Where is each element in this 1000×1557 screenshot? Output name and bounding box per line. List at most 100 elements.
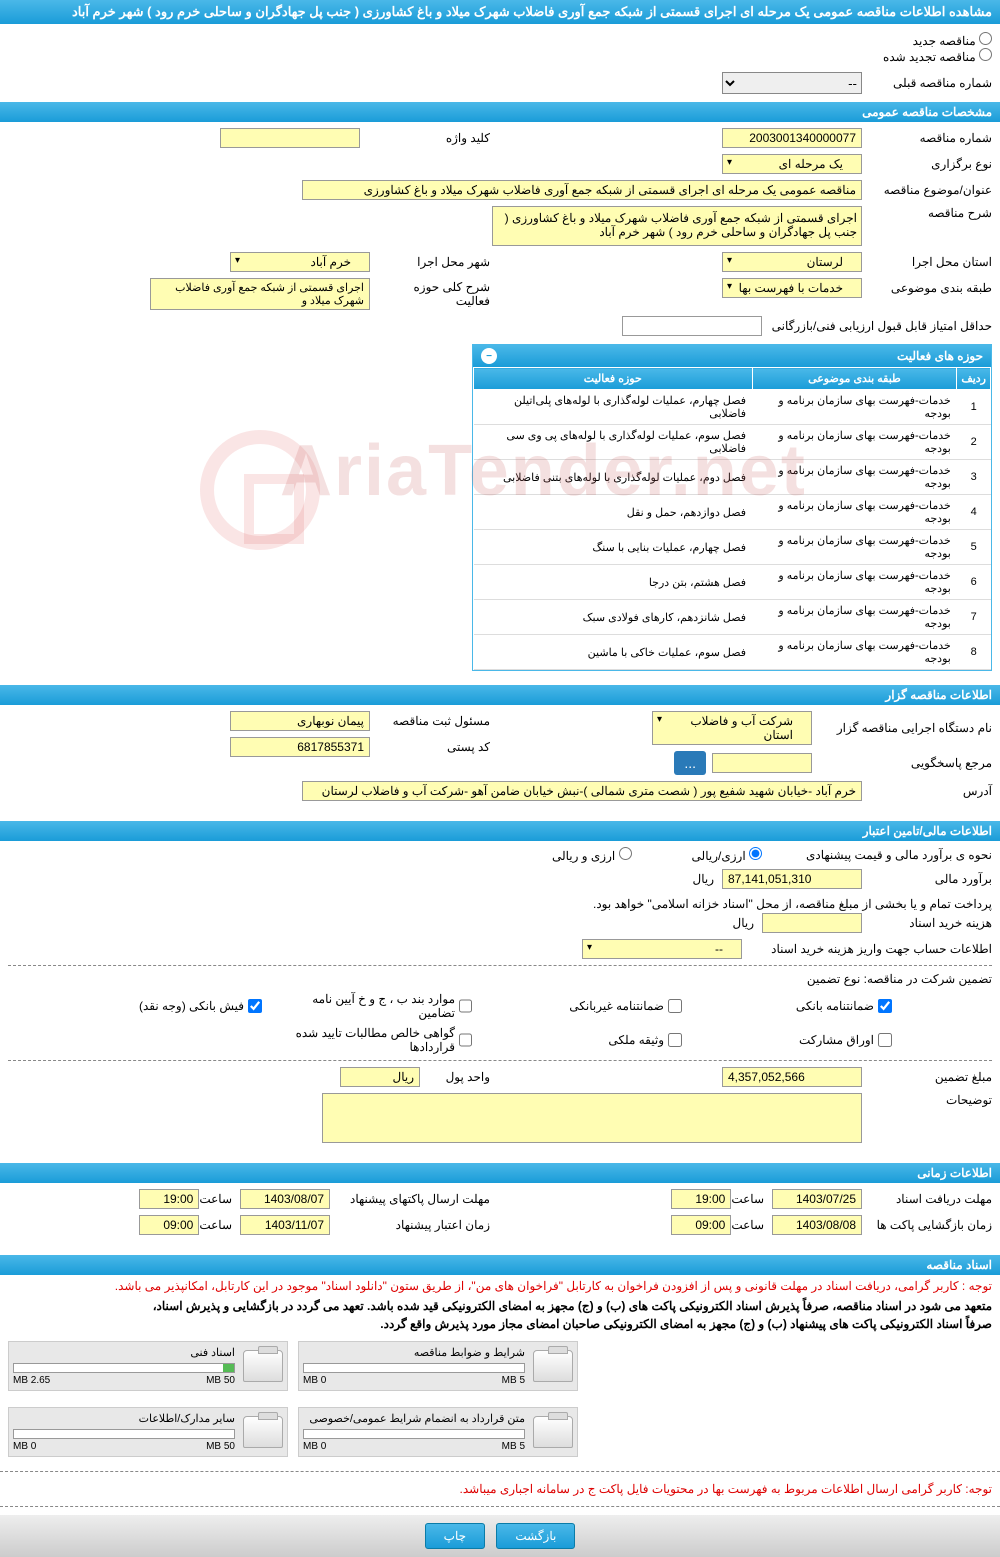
buycost-field[interactable]: [762, 913, 862, 933]
open-label: زمان بازگشایی پاکت ها: [862, 1218, 992, 1232]
file-title: شرایط و ضوابط مناقصه: [303, 1346, 525, 1359]
section-timing: اطلاعات زمانی: [0, 1163, 1000, 1183]
section-general: مشخصات مناقصه عمومی: [0, 102, 1000, 122]
city-label: شهر محل اجرا: [370, 255, 490, 269]
radio-forex[interactable]: ارزی و ریالی: [552, 847, 632, 863]
amount-field: 4,357,052,566: [722, 1067, 862, 1087]
province-label: استان محل اجرا: [862, 255, 992, 269]
action-bar: بازگشت چاپ: [0, 1515, 1000, 1557]
table-row: 6خدمات-فهرست بهای سازمان برنامه و بودجهف…: [474, 565, 991, 600]
receive-time: 19:00: [671, 1189, 731, 1209]
tender-status-radios: مناقصه جدید مناقصه تجدید شده: [0, 24, 1000, 72]
file-box[interactable]: اسناد فنی50 MB2.65 MB: [8, 1341, 288, 1391]
docs-note3: توجه: کاربر گرامی ارسال اطلاعات مربوط به…: [0, 1478, 1000, 1500]
dept-select[interactable]: شرکت آب و فاضلاب استان: [652, 711, 812, 745]
table-row: 3خدمات-فهرست بهای سازمان برنامه و بودجهف…: [474, 460, 991, 495]
section-financial: اطلاعات مالی/تامین اعتبار: [0, 821, 1000, 841]
scope-field: اجرای قسمتی از شبکه جمع آوری فاضلاب شهرک…: [150, 278, 370, 310]
table-row: 8خدمات-فهرست بهای سازمان برنامه و بودجهف…: [474, 635, 991, 670]
payment-note: پرداخت تمام و یا بخشی از مبلغ مناقصه، از…: [8, 895, 992, 913]
minscore-label: حداقل امتیاز قابل قبول ارزیابی فنی/بازرگ…: [762, 319, 992, 333]
addr-label: آدرس: [862, 784, 992, 798]
class-label: طبقه بندی موضوعی: [862, 281, 992, 295]
send-label: مهلت ارسال پاکتهای پیشنهاد: [330, 1192, 490, 1206]
chk-letter[interactable]: موارد بند ب ، ج و خ آیین نامه تضامین: [292, 992, 472, 1020]
chk-receipt[interactable]: فیش بانکی (وجه نقد): [82, 992, 262, 1020]
remarks-label: توضیحات: [862, 1093, 992, 1107]
table-row: 5خدمات-فهرست بهای سازمان برنامه و بودجهف…: [474, 530, 991, 565]
activity-title: حوزه های فعالیت: [897, 349, 983, 363]
minscore-field[interactable]: [622, 316, 762, 336]
col-scope: حوزه فعالیت: [474, 368, 753, 390]
desc-field: اجرای قسمتی از شبکه جمع آوری فاضلاب شهرک…: [492, 206, 862, 246]
resp-label: مسئول ثبت مناقصه: [370, 714, 490, 728]
province-select[interactable]: لرستان: [722, 252, 862, 272]
validity-time: 09:00: [139, 1215, 199, 1235]
col-row: ردیف: [957, 368, 991, 390]
chk-nonbank[interactable]: ضمانتنامه غیربانکی: [502, 992, 682, 1020]
file-box[interactable]: شرایط و ضوابط مناقصه5 MB0 MB: [298, 1341, 578, 1391]
unit-field: ریال: [340, 1067, 420, 1087]
validity-label: زمان اعتبار پیشنهاد: [330, 1218, 490, 1232]
folder-icon: [243, 1350, 283, 1382]
folder-icon: [533, 1416, 573, 1448]
guarantee-checks: ضمانتنامه بانکی ضمانتنامه غیربانکی موارد…: [8, 992, 992, 1054]
keyword-label: کلید واژه: [360, 131, 490, 145]
radio-new[interactable]: مناقصه جدید: [913, 34, 992, 48]
folder-icon: [243, 1416, 283, 1448]
deposit-select[interactable]: --: [582, 939, 742, 959]
chk-bank[interactable]: ضمانتنامه بانکی: [712, 992, 892, 1020]
section-docs: اسناد مناقصه: [0, 1255, 1000, 1275]
currency-label2: ریال: [732, 916, 754, 930]
folder-icon: [533, 1350, 573, 1382]
type-label: نوع برگزاری: [862, 157, 992, 171]
page-title: مشاهده اطلاعات مناقصه عمومی یک مرحله ای …: [0, 0, 1000, 24]
radio-rial[interactable]: ارزی/ریالی: [692, 847, 762, 863]
type-select[interactable]: یک مرحله ای: [722, 154, 862, 174]
file-title: متن قرارداد به انضمام شرایط عمومی/خصوصی: [303, 1412, 525, 1425]
table-row: 7خدمات-فهرست بهای سازمان برنامه و بودجهف…: [474, 600, 991, 635]
addr-field: خرم آباد -خیابان شهید شفیع پور ( شصت متر…: [302, 781, 862, 801]
table-row: 1خدمات-فهرست بهای سازمان برنامه و بودجهف…: [474, 390, 991, 425]
col-class: طبقه بندی موضوعی: [752, 368, 957, 390]
prev-tender-select[interactable]: --: [722, 72, 862, 94]
buycost-label: هزینه خرید اسناد: [862, 916, 992, 930]
deposit-label: اطلاعات حساب جهت واریز هزینه خرید اسناد: [742, 942, 992, 956]
radio-renewed[interactable]: مناقصه تجدید شده: [883, 50, 992, 64]
tender-no: 2003001340000077: [722, 128, 862, 148]
file-box[interactable]: سایر مدارک/اطلاعات50 MB0 MB: [8, 1407, 288, 1457]
chk-bonds[interactable]: اوراق مشارکت: [712, 1026, 892, 1054]
class-select[interactable]: خدمات با فهرست بها: [722, 278, 862, 298]
keyword-field[interactable]: [220, 128, 360, 148]
chk-property[interactable]: وثیقه ملکی: [502, 1026, 682, 1054]
table-row: 4خدمات-فهرست بهای سازمان برنامه و بودجهف…: [474, 495, 991, 530]
open-time: 09:00: [671, 1215, 731, 1235]
city-select[interactable]: خرم آباد: [230, 252, 370, 272]
docs-note1: توجه : کاربر گرامی، دریافت اسناد در مهلت…: [0, 1275, 1000, 1297]
section-organizer: اطلاعات مناقصه گزار: [0, 685, 1000, 705]
desc-label: شرح مناقصه: [862, 206, 992, 220]
guarantee-label: تضمین شرکت در مناقصه: نوع تضمین: [762, 972, 992, 986]
subject-field: مناقصه عمومی یک مرحله ای اجرای قسمتی از …: [302, 180, 862, 200]
ref-label: مرجع پاسخگویی: [812, 756, 992, 770]
amount-label: مبلغ تضمین: [862, 1070, 992, 1084]
validity-date: 1403/11/07: [240, 1215, 330, 1235]
file-title: سایر مدارک/اطلاعات: [13, 1412, 235, 1425]
open-date: 1403/08/08: [772, 1215, 862, 1235]
file-box[interactable]: متن قرارداد به انضمام شرایط عمومی/خصوصی5…: [298, 1407, 578, 1457]
back-button[interactable]: بازگشت: [496, 1523, 575, 1549]
docs-note2b: صرفاً اسناد الکترونیکی پاکت های پیشنهاد …: [0, 1315, 1000, 1333]
receive-date: 1403/07/25: [772, 1189, 862, 1209]
ref-field[interactable]: [712, 753, 812, 773]
send-time: 19:00: [139, 1189, 199, 1209]
chk-cert[interactable]: گواهی خالص مطالبات تایید شده قراردادها: [292, 1026, 472, 1054]
docs-note2a: متعهد می شود در اسناد مناقصه، صرفاً پذیر…: [0, 1297, 1000, 1315]
method-label: نحوه ی برآورد مالی و قیمت پیشنهادی: [762, 848, 992, 862]
file-title: اسناد فنی: [13, 1346, 235, 1359]
print-button[interactable]: چاپ: [425, 1523, 485, 1549]
remarks-field[interactable]: [322, 1093, 862, 1143]
currency-label: ریال: [692, 872, 714, 886]
resp-field: پیمان نوبهاری: [230, 711, 370, 731]
ref-more-button[interactable]: ...: [674, 751, 706, 775]
collapse-icon[interactable]: −: [481, 348, 497, 364]
